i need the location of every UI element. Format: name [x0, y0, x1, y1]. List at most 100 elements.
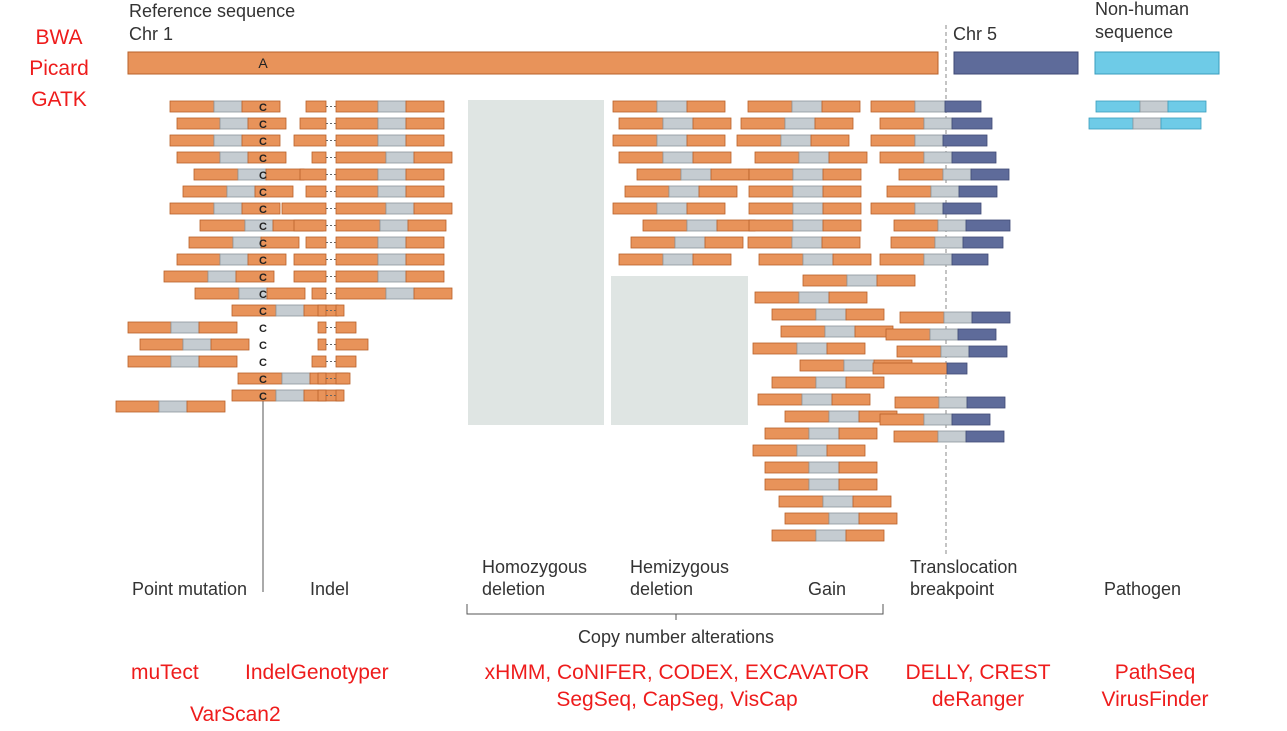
point-mutation-read-left — [194, 287, 240, 300]
point-mutation-read-left — [169, 134, 215, 147]
split-read-right — [942, 202, 982, 215]
gain-read-gap — [801, 393, 833, 406]
gain-read-left — [778, 495, 824, 508]
split-read-left — [898, 168, 944, 181]
cn-read-gap — [674, 236, 706, 249]
point-mutation-read-left — [199, 219, 246, 232]
cn-read-gap — [662, 117, 694, 130]
point-mutation-read-right — [198, 321, 238, 334]
category-copy-number: Copy number alterations — [577, 627, 775, 647]
indel-read-right — [405, 100, 445, 113]
split-read-left — [879, 117, 925, 130]
split-read-left — [870, 100, 916, 113]
point-mutation-read-right — [210, 338, 250, 351]
indel-read-right — [413, 287, 453, 300]
cn-read-left — [612, 100, 658, 113]
mutation-base-marker: C — [259, 374, 267, 386]
gain-read-left — [771, 529, 817, 542]
cn-read-gap — [791, 236, 823, 249]
mutation-base-marker: C — [259, 340, 267, 352]
gain-read-right — [838, 461, 878, 474]
cn-read-right — [810, 134, 850, 147]
indel-read-left — [293, 219, 327, 232]
indel-read-left — [311, 287, 327, 300]
mutation-base-marker: C — [259, 119, 267, 131]
category-homozygous-line1: Homozygous — [482, 557, 588, 577]
indel-read-gap — [377, 253, 407, 266]
pathogen-read-gap — [1132, 117, 1162, 130]
indel-read-right — [335, 338, 369, 351]
indel-read-right — [335, 372, 351, 385]
indel-read-left — [335, 270, 379, 283]
gain-read-gap — [796, 444, 828, 457]
point-mutation-read-gap — [207, 270, 237, 283]
cn-read-right — [821, 100, 861, 113]
split-read-right — [942, 134, 988, 147]
point-mutation-read-left — [176, 253, 221, 266]
point-mutation-read-left — [127, 321, 172, 334]
gain-read-left — [752, 342, 798, 355]
chr1-reference-bar — [127, 51, 939, 75]
chr1-marker-label: A — [258, 55, 268, 71]
gain-read-right — [858, 512, 898, 525]
split-read-left — [879, 151, 925, 164]
indel-read-left — [317, 321, 327, 334]
category-hemizygous-line2: deletion — [630, 579, 694, 599]
indel-read-left — [317, 372, 327, 385]
mutation-base-marker: C — [259, 238, 267, 250]
gain-read-left — [771, 376, 817, 389]
indel-read-left — [335, 219, 381, 232]
point-mutation-read-left — [169, 202, 215, 215]
indel-read-left — [335, 287, 387, 300]
cn-read-left — [747, 236, 793, 249]
indel-read-gap — [377, 134, 407, 147]
split-read-left — [879, 413, 925, 426]
split-read-right — [968, 345, 1008, 358]
cn-read-right — [692, 151, 732, 164]
cn-read-right — [704, 236, 744, 249]
split-read-right — [962, 236, 1004, 249]
cn-read-left — [618, 253, 664, 266]
split-read-gap — [942, 168, 972, 181]
indel-read-left — [335, 134, 379, 147]
nonhuman-label-line1: Non-human — [1095, 0, 1190, 19]
split-read-gap — [938, 396, 968, 409]
gain-read-right — [838, 427, 878, 440]
cn-read-right — [822, 185, 862, 198]
cn-read-gap — [792, 219, 824, 232]
point-mutation-read-right — [247, 117, 287, 130]
cn-read-right — [821, 236, 861, 249]
cn-read-right — [832, 253, 872, 266]
cn-read-right — [822, 219, 862, 232]
indel-read-left — [317, 338, 327, 351]
split-read-gap — [943, 311, 973, 324]
indel-read-gap — [385, 151, 415, 164]
point-mutation-read-left — [182, 185, 228, 198]
point-mutation-read-gap — [281, 372, 311, 385]
cn-read-right — [686, 100, 726, 113]
cn-read-right — [710, 168, 750, 181]
indel-read-left — [317, 304, 327, 317]
cn-read-left — [642, 219, 688, 232]
category-homozygous-line2: deletion — [482, 579, 546, 599]
split-read-left — [896, 345, 942, 358]
point-mutation-read-gap — [232, 236, 262, 249]
aligner-bwa: BWA — [35, 26, 83, 49]
aligner-picard: Picard — [29, 57, 89, 80]
gain-read-right — [826, 342, 866, 355]
chr5-reference-bar — [953, 51, 1079, 75]
indel-read-right — [405, 134, 445, 147]
indel-read-gap — [379, 219, 409, 232]
split-read-gap — [923, 151, 953, 164]
split-read-left — [893, 219, 939, 232]
point-mutation-read-right — [186, 400, 226, 413]
cn-read-right — [686, 202, 726, 215]
cn-read-gap — [791, 100, 823, 113]
split-read-gap — [923, 117, 953, 130]
split-read-left — [893, 430, 939, 443]
indel-read-right — [405, 236, 445, 249]
cn-read-gap — [662, 253, 694, 266]
indel-read-left — [293, 270, 327, 283]
